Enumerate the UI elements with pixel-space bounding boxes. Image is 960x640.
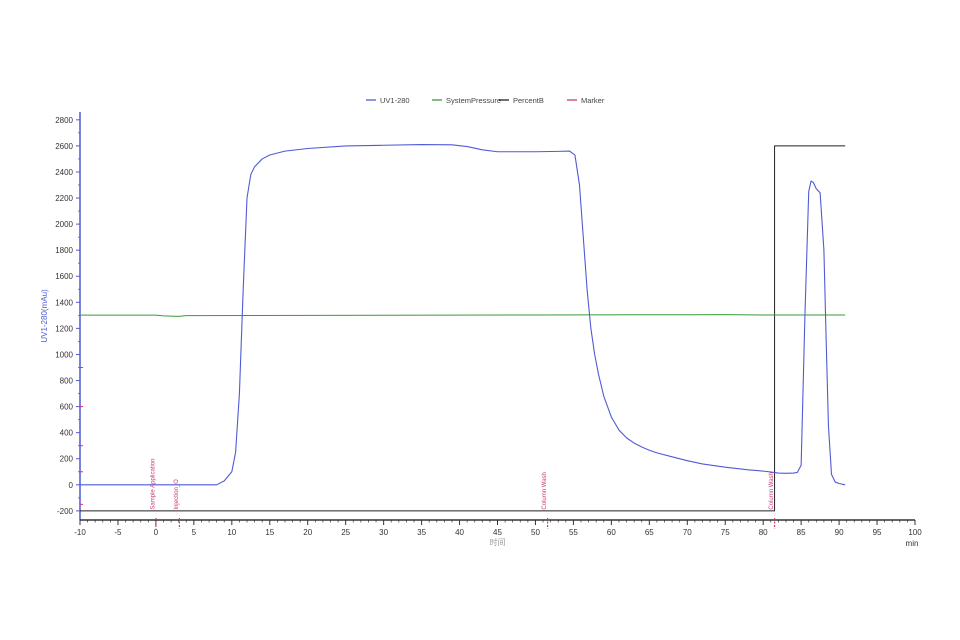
series-line-systempressure (80, 314, 846, 317)
x-tick-label: 65 (645, 528, 654, 537)
y-tick-label: 2800 (55, 116, 73, 125)
marker-label: Sample Application (150, 459, 156, 510)
marker-label: Column Wash (542, 472, 548, 509)
y-tick-label: 1200 (55, 324, 73, 333)
x-axis-title: 时间 (490, 537, 506, 547)
y-axis-title: UV1-280(mAu) (40, 289, 49, 343)
x-tick-label: 30 (379, 528, 388, 537)
y-tick-label: 1400 (55, 298, 73, 307)
axes: -200020040060080010001200140016001800200… (40, 112, 922, 548)
x-tick-label: 15 (265, 528, 274, 537)
x-tick-label: 20 (303, 528, 312, 537)
x-tick-label: -5 (114, 528, 122, 537)
x-tick-label: 45 (493, 528, 502, 537)
y-axis-ticks: -200 0 200 400 600 800 1000 1200 1400 1600 1800 200… (55, 116, 80, 516)
y-tick-label: 600 (60, 403, 74, 412)
y-tick-label: 2400 (55, 168, 73, 177)
x-tick-label: -10 (74, 528, 86, 537)
marker-label: Injection_O (174, 479, 180, 510)
x-tick-label: 100 (908, 528, 922, 537)
x-axis-unit: min (906, 539, 919, 548)
legend-label: PercentB (513, 96, 544, 105)
event-markers: Sample Application Injection_O Column Wash… (80, 366, 776, 529)
x-tick-label: 80 (759, 528, 768, 537)
x-tick-label: 95 (873, 528, 882, 537)
x-tick-label: 25 (341, 528, 350, 537)
series-line-uv1-280 (80, 144, 846, 486)
marker-label: Column Wash (769, 472, 775, 509)
y-tick-label: 0 (69, 481, 74, 490)
y-tick-label: 1600 (55, 272, 73, 281)
y-tick-label: 2000 (55, 220, 73, 229)
y-tick-label: -200 (57, 507, 74, 516)
y-tick-label: 2600 (55, 142, 73, 151)
x-tick-label: 0 (154, 528, 159, 537)
y-tick-label: 800 (60, 377, 74, 386)
x-tick-label: 10 (227, 528, 236, 537)
x-tick-label: 35 (417, 528, 426, 537)
legend-label: UV1-280 (380, 96, 410, 105)
legend: UV1-280 SystemPressure PercentB Marker (366, 96, 605, 105)
y-tick-label: 400 (60, 429, 74, 438)
x-tick-label: 70 (683, 528, 692, 537)
x-tick-label: 40 (455, 528, 464, 537)
y-tick-label: 1000 (55, 350, 73, 359)
series-line-percentb (80, 145, 846, 512)
legend-label: SystemPressure (446, 96, 501, 105)
x-tick-label: 75 (721, 528, 730, 537)
x-tick-label: 60 (607, 528, 616, 537)
x-tick-label: 90 (835, 528, 844, 537)
y-tick-label: 2200 (55, 194, 73, 203)
x-tick-label: 5 (192, 528, 197, 537)
x-tick-label: 85 (797, 528, 806, 537)
series-lines (80, 144, 846, 512)
x-tick-label: 55 (569, 528, 578, 537)
x-axis-ticks: -10 -5 0 5 10 15 20 25 30 35 40 45 50 55 60 65 70 75 80 85 9… (74, 520, 922, 537)
x-tick-label: 50 (531, 528, 540, 537)
y-tick-label: 1800 (55, 246, 73, 255)
legend-label: Marker (581, 96, 605, 105)
y-tick-label: 200 (60, 455, 74, 464)
